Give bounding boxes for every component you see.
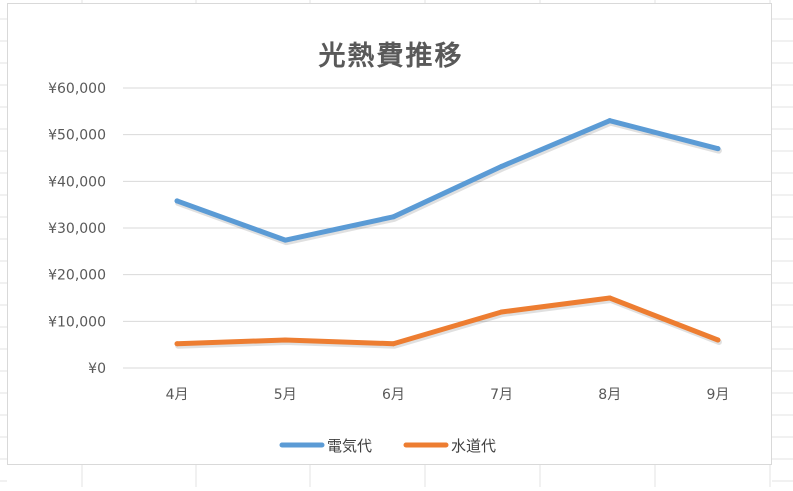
x-tick-label: 8月 — [598, 387, 621, 403]
y-axis-ticks: ¥0 ¥10,000 ¥20,000 ¥30,000 ¥40,000 ¥50,000 ¥60… — [48, 81, 106, 377]
y-tick-label: ¥10,000 — [48, 314, 106, 330]
chart-title[interactable]: 光熱費推移 — [318, 41, 464, 72]
data-point[interactable] — [282, 237, 288, 243]
data-point[interactable] — [715, 337, 721, 343]
x-tick-label: 7月 — [490, 387, 513, 403]
x-axis-ticks: 4月 5月 6月 7月 8月 9月 — [166, 387, 730, 403]
y-tick-label: ¥0 — [88, 361, 106, 377]
series-lines[interactable] — [174, 118, 722, 349]
y-tick-label: ¥40,000 — [48, 174, 106, 190]
x-tick-label: 4月 — [166, 387, 189, 403]
chart-area[interactable] — [7, 3, 772, 465]
y-tick-label: ¥60,000 — [48, 81, 106, 97]
data-point[interactable] — [174, 341, 180, 347]
data-point[interactable] — [390, 341, 396, 347]
series-line-1[interactable] — [174, 118, 721, 243]
data-point[interactable] — [607, 295, 613, 301]
series-line-shadow — [175, 119, 722, 246]
x-tick-label: 6月 — [382, 387, 405, 403]
data-point[interactable] — [715, 146, 721, 152]
y-tick-label: ¥20,000 — [48, 268, 106, 284]
legend[interactable]: 電気代 水道代 — [279, 437, 496, 455]
y-tick-label: ¥30,000 — [48, 221, 106, 237]
x-tick-label: 9月 — [706, 387, 729, 403]
data-point[interactable] — [607, 118, 613, 124]
series-line-2[interactable] — [174, 295, 721, 347]
data-point[interactable] — [499, 163, 505, 169]
y-tick-label: ¥50,000 — [48, 128, 106, 144]
data-point[interactable] — [499, 309, 505, 315]
data-point[interactable] — [390, 214, 396, 220]
legend-label[interactable]: 水道代 — [451, 437, 496, 455]
x-tick-label: 5月 — [274, 387, 297, 403]
legend-label[interactable]: 電気代 — [327, 437, 372, 455]
data-point[interactable] — [174, 198, 180, 204]
data-point[interactable] — [282, 337, 288, 343]
